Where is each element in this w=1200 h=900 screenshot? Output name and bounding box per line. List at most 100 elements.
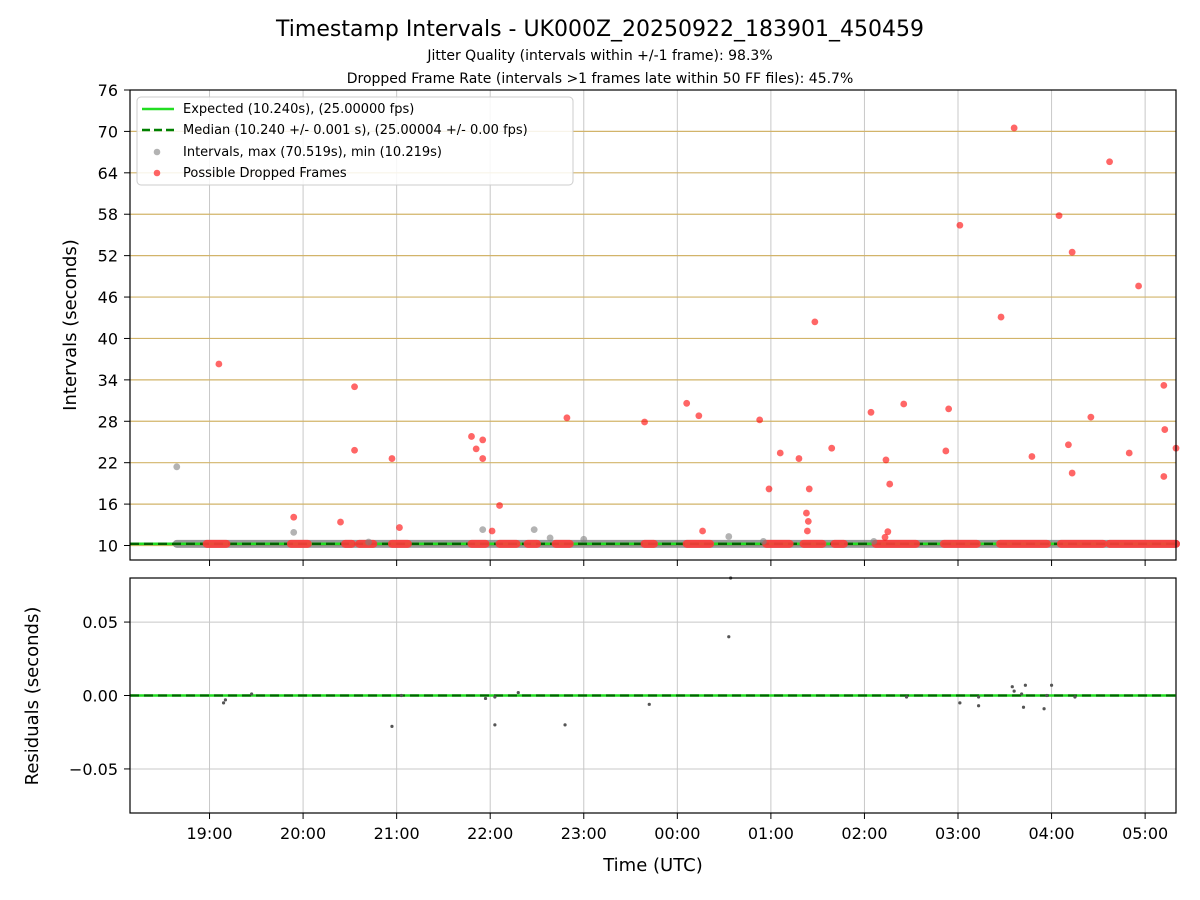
- dropped-frame-point: [900, 400, 908, 408]
- dropped-frame-point: [479, 436, 487, 444]
- top-y-tick-label: 10: [98, 537, 118, 556]
- residual-point: [1045, 693, 1049, 698]
- dropped-frame-point: [776, 449, 784, 457]
- bottom-y-tick-label: 0.05: [82, 613, 118, 632]
- top-y-tick-label: 40: [98, 329, 118, 348]
- dropped-frame-point: [1135, 282, 1142, 290]
- bottom-panel-axes: 19:00 20:00 21:00 22:00 23:00 00:00 01:00 02:00…: [69, 613, 1168, 843]
- dropped-frame-point: [488, 527, 496, 535]
- residual-point: [250, 692, 254, 696]
- x-tick-label: 00:00: [654, 824, 700, 843]
- bottom-y-tick-label: 0.00: [82, 687, 118, 706]
- top-y-tick-label: 58: [98, 205, 118, 224]
- x-tick-label: 02:00: [841, 824, 887, 843]
- chart-subtitle-dropped: Dropped Frame Rate (intervals >1 frames …: [347, 71, 854, 87]
- dropped-frame-point: [695, 412, 703, 420]
- top-panel-axes: 10 16 22 28 34 40 46 52 58 64 70 76: [98, 81, 1146, 566]
- residual-point: [1012, 689, 1016, 693]
- dropped-frame-point: [803, 509, 810, 517]
- top-y-tick-label: 46: [98, 288, 118, 307]
- x-tick-label: 04:00: [1029, 824, 1075, 843]
- top-panel-frame: [129, 89, 1177, 561]
- dropped-frame-point: [396, 524, 403, 531]
- dropped-frame-point: [956, 221, 964, 229]
- dropped-frame-point: [1160, 473, 1168, 480]
- residual-point: [1020, 692, 1024, 696]
- dropped-frame-point: [881, 533, 889, 541]
- x-axis-label: Time (UTC): [602, 855, 703, 876]
- top-y-tick-label: 22: [98, 454, 118, 473]
- dropped-frame-point: [1125, 449, 1133, 457]
- legend-median-label: Median (10.240 +/- 0.001 s), (25.00004 +…: [183, 123, 528, 138]
- dropped-frame-point: [1065, 441, 1072, 449]
- dropped-frame-point: [215, 360, 223, 368]
- legend-dropped-marker: [153, 169, 161, 177]
- interval-point: [760, 537, 767, 545]
- residual-point: [390, 724, 394, 728]
- top-y-tick-label: 34: [98, 371, 118, 390]
- residual-point: [727, 635, 731, 639]
- top-y-tick-label: 76: [98, 81, 118, 100]
- legend: Expected (10.240s), (25.00000 fps) Media…: [136, 96, 574, 186]
- top-panel-ylabel: Intervals (seconds): [60, 239, 81, 411]
- interval-point: [725, 533, 733, 540]
- x-tick-label: 01:00: [748, 824, 794, 843]
- dropped-frame-point: [1161, 426, 1169, 433]
- dropped-frame-point: [683, 399, 691, 407]
- residual-point: [223, 698, 228, 702]
- dropped-frame-point: [388, 455, 396, 462]
- residual-point: [647, 702, 651, 706]
- interval-point: [580, 535, 588, 543]
- interval-point: [530, 526, 538, 534]
- dropped-frame-point: [945, 405, 953, 413]
- dropped-frame-point: [997, 313, 1005, 321]
- bottom-panel-ylabel: Residuals (seconds): [22, 607, 43, 786]
- dropped-frame-point: [884, 528, 892, 536]
- dropped-frame-point: [1028, 453, 1036, 460]
- dropped-frame-point: [1068, 248, 1076, 256]
- legend-intervals-marker: [153, 148, 161, 156]
- residual-point: [904, 695, 909, 699]
- interval-point: [290, 528, 298, 536]
- dropped-frame-point: [468, 433, 475, 440]
- dropped-frame-point: [1106, 158, 1113, 166]
- chart-title: Timestamp Intervals - UK000Z_20250922_18…: [275, 17, 924, 42]
- dropped-frame-point: [337, 518, 344, 526]
- residual-point: [1023, 683, 1027, 687]
- dropped-frame-point: [351, 446, 358, 454]
- top-panel-data: [130, 124, 1180, 548]
- dropped-frame-point: [563, 414, 571, 422]
- residual-point: [563, 723, 567, 727]
- bottom-panel-data: [130, 576, 1176, 728]
- legend-expected-label: Expected (10.240s), (25.00000 fps): [183, 102, 414, 117]
- dropped-frame-point: [795, 455, 803, 462]
- interval-point: [479, 526, 487, 534]
- dropped-frame-point: [811, 318, 819, 326]
- residual-point: [976, 695, 981, 699]
- dropped-frame-point: [867, 408, 875, 416]
- dropped-frame-point: [641, 418, 648, 426]
- dropped-frame-point: [1055, 212, 1063, 220]
- dropped-frame-point: [1010, 124, 1018, 132]
- dropped-frame-point: [472, 445, 480, 453]
- x-tick-label: 03:00: [935, 824, 981, 843]
- dropped-frame-point: [828, 444, 836, 452]
- legend-dropped-label: Possible Dropped Frames: [183, 166, 347, 181]
- residual-point: [221, 701, 226, 705]
- interval-point: [365, 538, 372, 546]
- x-tick-label: 21:00: [374, 824, 420, 843]
- x-tick-label: 05:00: [1122, 824, 1168, 843]
- dropped-frame-point: [290, 513, 298, 521]
- x-tick-label: 19:00: [186, 824, 232, 843]
- interval-point: [870, 537, 878, 545]
- interval-point: [173, 463, 181, 471]
- chart-subtitle-jitter: Jitter Quality (intervals within +/-1 fr…: [426, 48, 772, 64]
- dropped-frame-point: [351, 383, 358, 391]
- dropped-frame-point: [1160, 381, 1168, 389]
- dropped-frame-point: [1087, 413, 1095, 421]
- bottom-y-tick-label: −0.05: [69, 760, 118, 779]
- dropped-frame-point: [804, 517, 812, 525]
- x-tick-label: 20:00: [280, 824, 326, 843]
- residual-point: [1049, 683, 1054, 687]
